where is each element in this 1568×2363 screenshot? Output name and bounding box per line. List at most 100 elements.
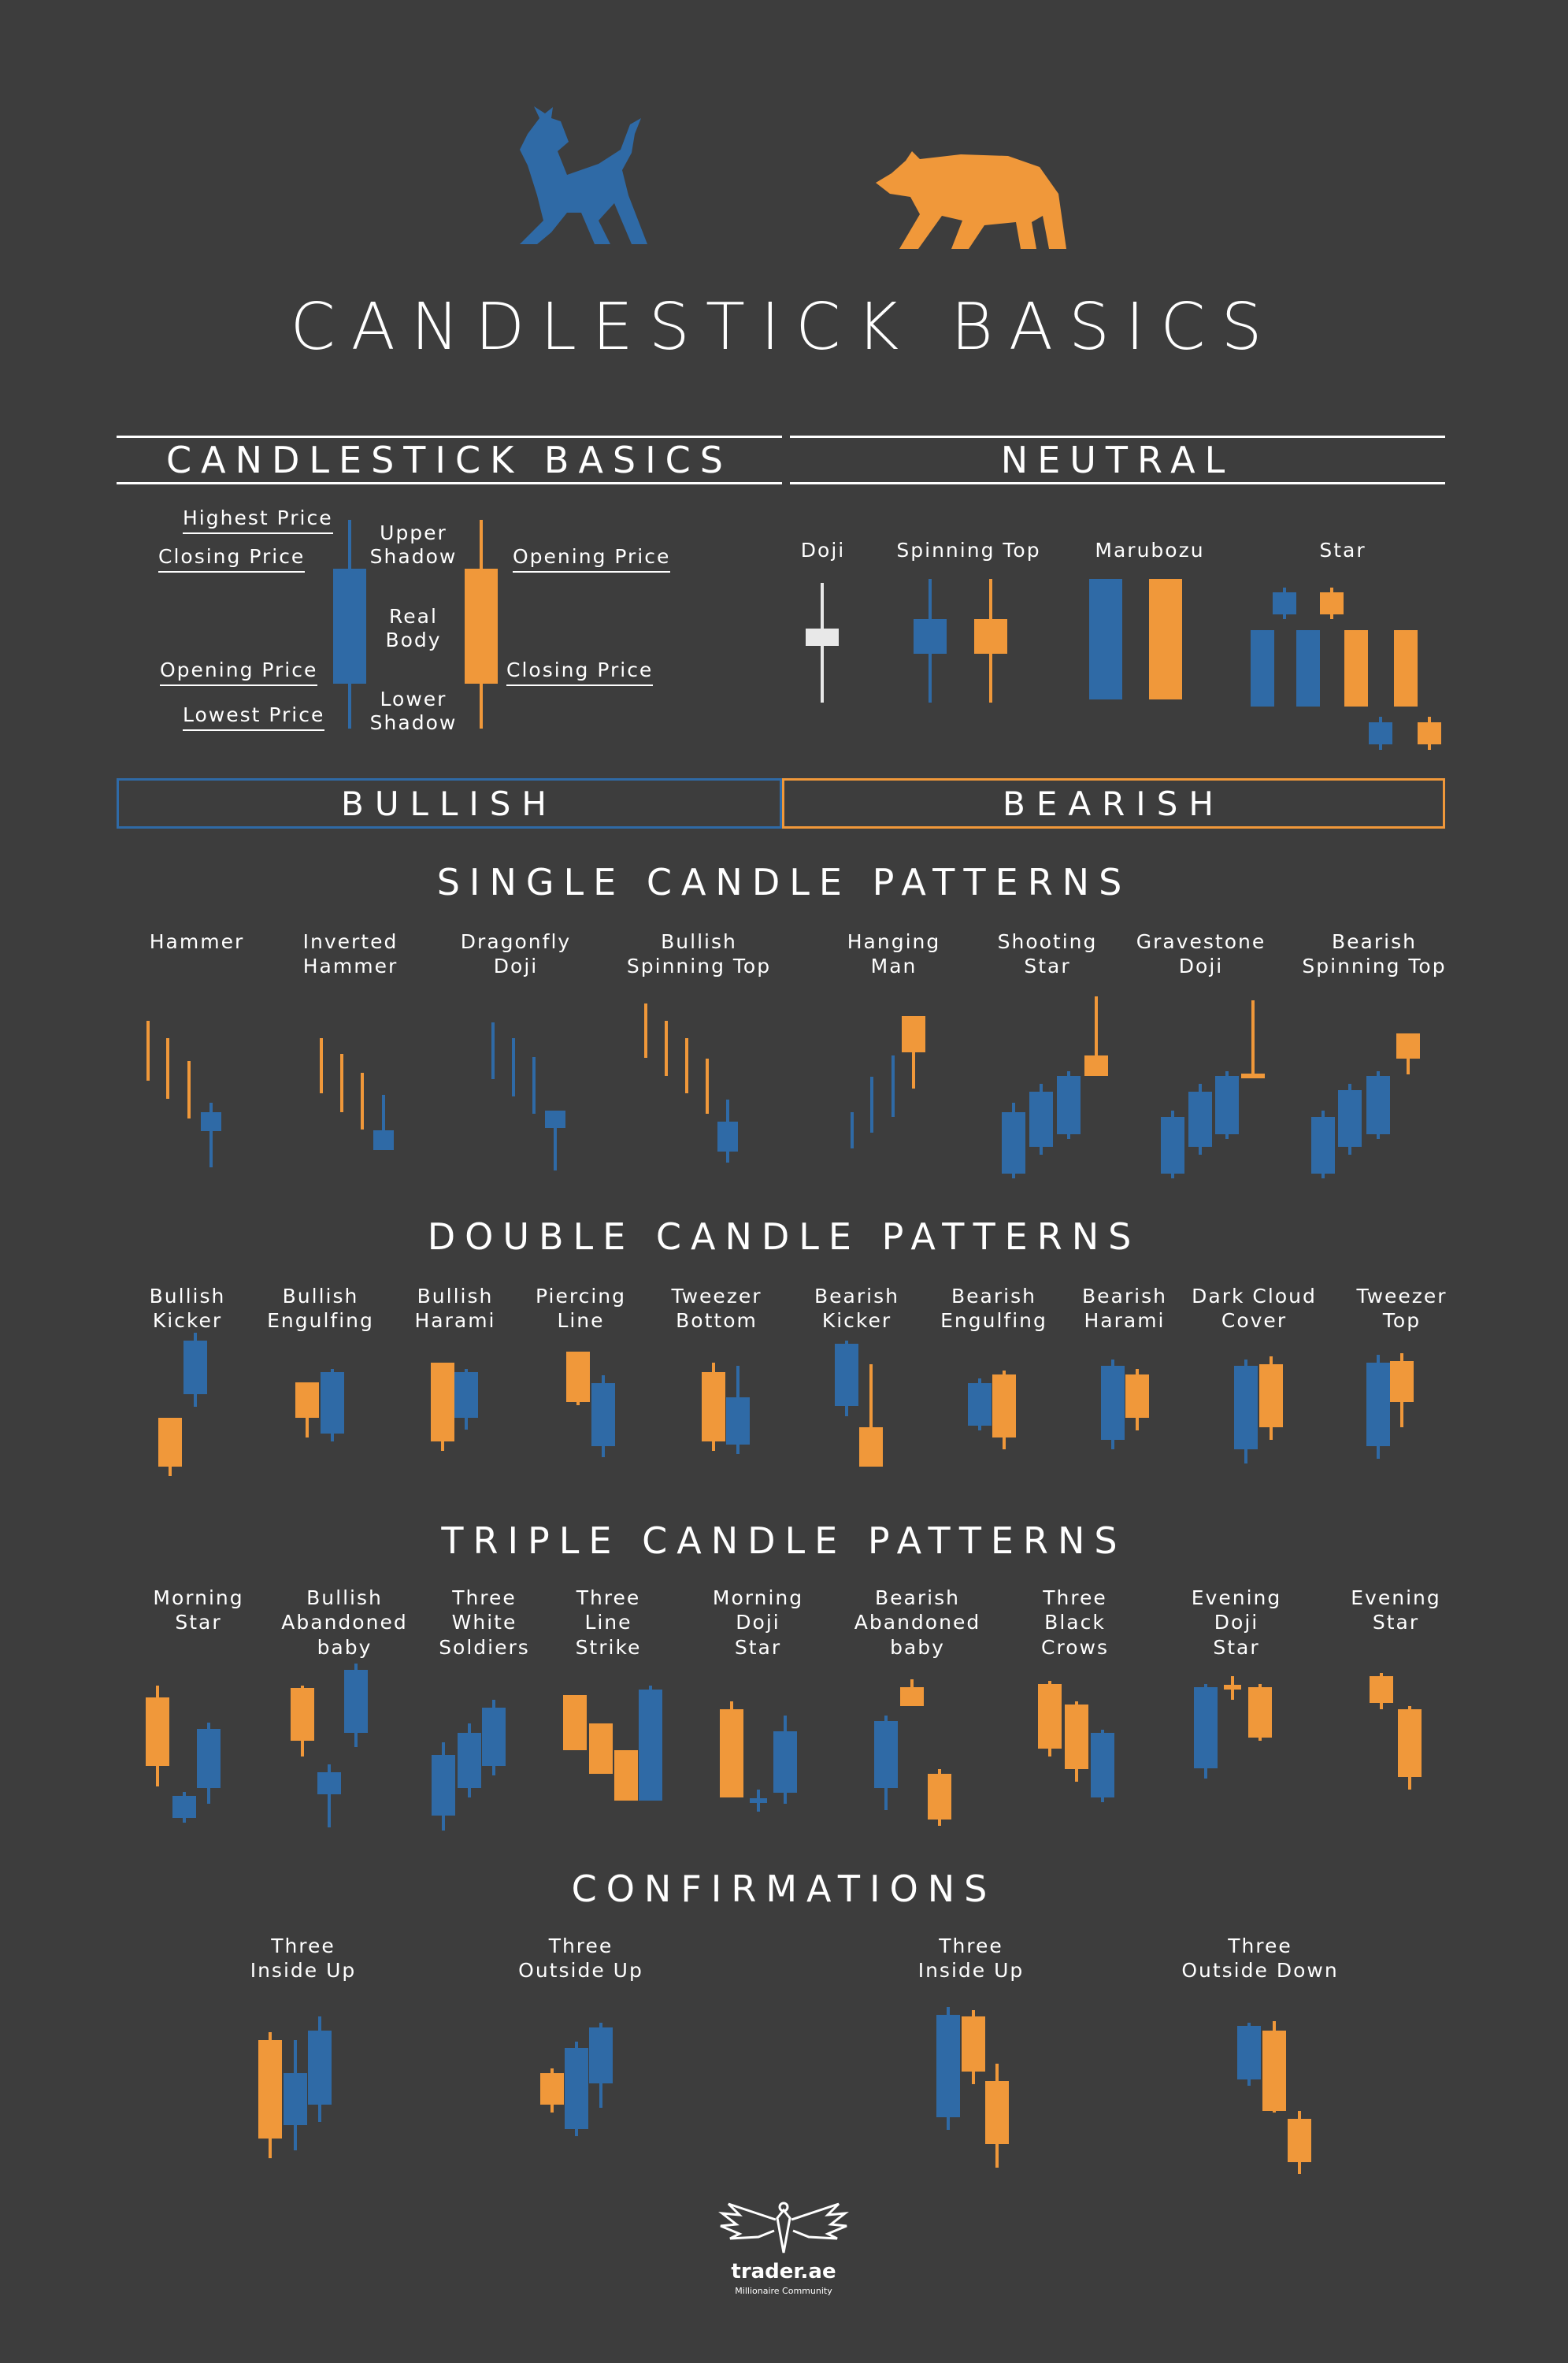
double-heading: DOUBLE CANDLE PATTERNS xyxy=(427,1215,1141,1258)
candle xyxy=(1369,717,1392,750)
candle xyxy=(1311,1111,1335,1178)
triple-heading: TRIPLE CANDLE PATTERNS xyxy=(441,1519,1127,1562)
candle xyxy=(1188,1084,1212,1155)
eagle-logo-icon xyxy=(718,2202,849,2254)
candle xyxy=(928,1769,951,1826)
candle xyxy=(1366,1355,1390,1459)
pattern-label: Evening Doji Star xyxy=(1191,1586,1282,1659)
confirmations-heading: CONFIRMATIONS xyxy=(571,1868,997,1910)
candle xyxy=(1089,579,1122,699)
candle xyxy=(1237,2023,1261,2086)
candle xyxy=(284,2040,307,2150)
candle xyxy=(172,1792,196,1823)
candle xyxy=(900,1679,924,1706)
label-opening-price-bear: Opening Price xyxy=(513,545,671,573)
candle xyxy=(373,1095,394,1150)
pattern-label: Bearish Abandoned baby xyxy=(854,1586,981,1659)
candle xyxy=(902,1016,925,1089)
divider xyxy=(117,482,782,484)
pattern-label: Dark Cloud Cover xyxy=(1192,1285,1317,1333)
pattern-label: Bullish Abandoned baby xyxy=(281,1586,408,1659)
pattern-label: Three Black Crows xyxy=(1041,1586,1109,1659)
candle xyxy=(146,1686,169,1786)
basics-heading: CANDLESTICK BASICS xyxy=(166,439,732,481)
pattern-label: Piercing Line xyxy=(536,1285,626,1333)
candle xyxy=(344,1664,368,1747)
pattern-label: Bearish Spinning Top xyxy=(1302,930,1447,978)
pattern-label: Three Line Strike xyxy=(575,1586,642,1659)
label-lowest-price: Lowest Price xyxy=(183,703,325,731)
pattern-label: Three Outside Up xyxy=(518,1935,643,1983)
candle xyxy=(750,1790,767,1812)
pattern-label: Three Inside Up xyxy=(917,1935,1025,1983)
pattern-label: Morning Doji Star xyxy=(712,1586,804,1659)
candle xyxy=(968,1378,992,1430)
candle xyxy=(985,2064,1009,2168)
candle xyxy=(1370,1673,1393,1709)
candle xyxy=(1215,1071,1239,1139)
pattern-label: Hanging Man xyxy=(847,930,941,978)
candle xyxy=(545,1111,565,1170)
neutral-label: Star xyxy=(1319,539,1366,562)
candle xyxy=(1273,588,1296,619)
neutral-heading: NEUTRAL xyxy=(1000,439,1235,481)
candle xyxy=(1038,1681,1062,1756)
pattern-label: Tweezer Bottom xyxy=(671,1285,762,1333)
candle xyxy=(1057,1071,1081,1139)
candle xyxy=(454,1369,478,1430)
label-real-body: Real Body xyxy=(385,605,442,651)
candle xyxy=(1398,1706,1422,1790)
candle xyxy=(1344,630,1368,707)
candle xyxy=(158,1418,182,1476)
pattern-label: Three White Soldiers xyxy=(439,1586,530,1659)
label-upper-shadow: Upper Shadow xyxy=(369,521,458,568)
pattern-label: Dragonfly Doji xyxy=(460,930,572,978)
candle xyxy=(1084,996,1108,1076)
label-closing-price: Closing Price xyxy=(158,545,306,573)
divider xyxy=(790,482,1445,484)
candle xyxy=(1396,1033,1420,1074)
pattern-label: Shooting Star xyxy=(997,930,1098,978)
candle xyxy=(333,520,366,729)
bear-icon xyxy=(876,151,1066,249)
candle xyxy=(1101,1360,1125,1449)
neutral-label: Spinning Top xyxy=(896,539,1041,562)
candle xyxy=(291,1686,314,1756)
candle xyxy=(1234,1360,1258,1463)
pattern-label: Morning Star xyxy=(153,1586,244,1634)
candle xyxy=(717,1100,738,1163)
pattern-label: Bullish Kicker xyxy=(149,1285,226,1333)
brand-name: trader.ae xyxy=(731,2260,836,2283)
candle xyxy=(1029,1084,1053,1155)
candle xyxy=(1241,1000,1265,1078)
candle xyxy=(1125,1369,1149,1430)
label-opening-price: Opening Price xyxy=(160,658,318,686)
candle xyxy=(1259,1356,1283,1440)
candle xyxy=(589,2023,613,2108)
candle xyxy=(726,1366,750,1454)
pattern-label: Inverted Hammer xyxy=(302,930,398,978)
candle xyxy=(1288,2111,1311,2174)
pattern-label: Three Inside Up xyxy=(250,1935,357,1983)
candle xyxy=(321,1369,344,1441)
divider xyxy=(117,436,782,438)
pattern-label: Hammer xyxy=(149,930,245,953)
candle xyxy=(465,520,498,729)
candle xyxy=(308,2016,332,2122)
single-heading: SINGLE CANDLE PATTERNS xyxy=(436,861,1132,903)
pattern-label: Bearish Engulfing xyxy=(940,1285,1047,1333)
candle xyxy=(702,1363,725,1451)
candle xyxy=(589,1723,613,1774)
label-highest-price: Highest Price xyxy=(183,506,333,534)
candle xyxy=(1390,1353,1414,1427)
candle xyxy=(1296,630,1320,707)
candle xyxy=(962,2010,985,2084)
candle xyxy=(835,1341,858,1416)
candle xyxy=(563,1695,587,1750)
pattern-label: Bullish Engulfing xyxy=(267,1285,374,1333)
candle xyxy=(992,1371,1016,1449)
label-lower-shadow: Lower Shadow xyxy=(369,688,458,734)
candle xyxy=(540,2068,564,2113)
candle xyxy=(1002,1103,1025,1178)
